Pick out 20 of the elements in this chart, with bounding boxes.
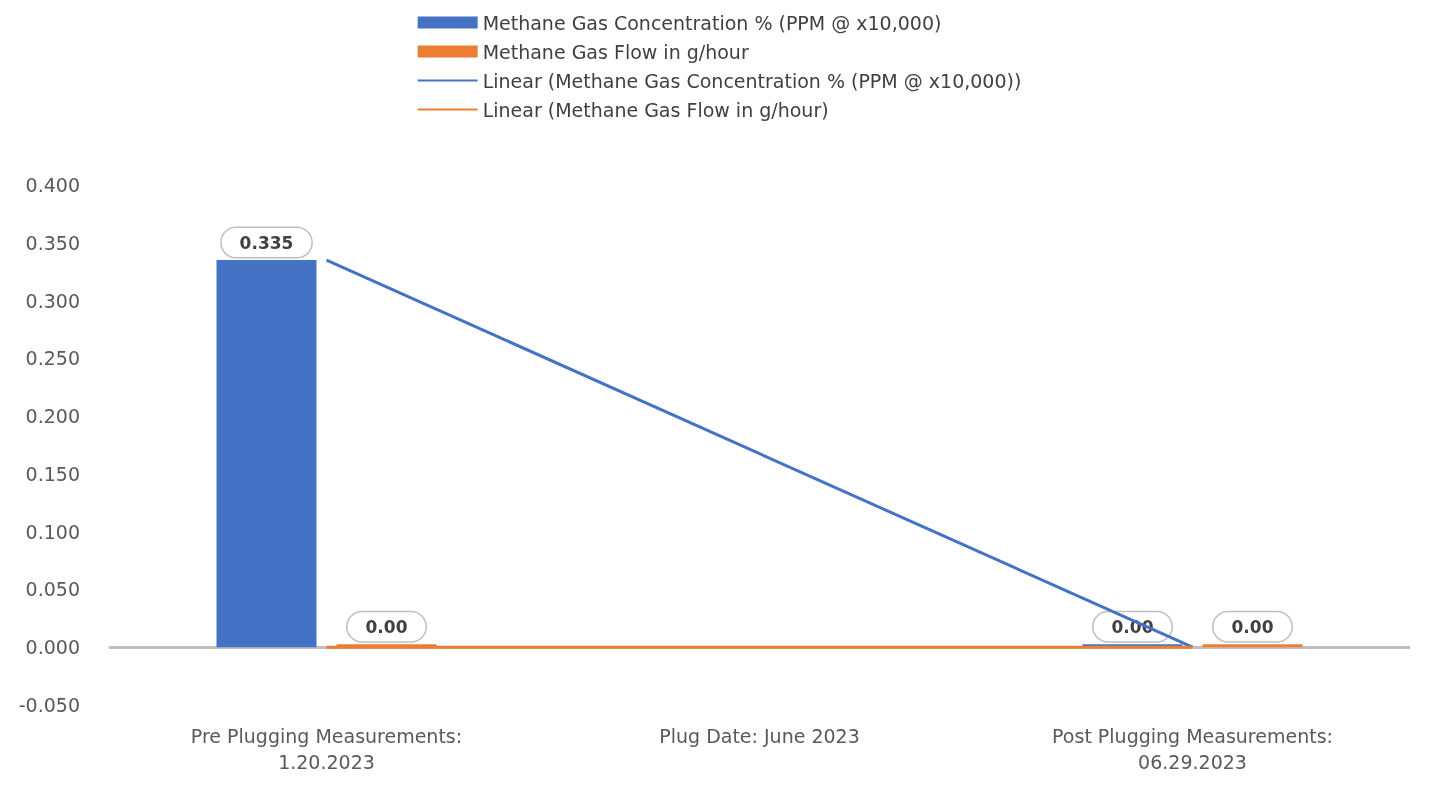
legend-label: Methane Gas Concentration % (PPM @ x10,000) [482, 11, 942, 34]
data-label: 0.00 [365, 616, 408, 637]
y-tick-label: 0.200 [25, 405, 80, 428]
legend-label: Linear (Methane Gas Concentration % (PPM @ x10,000)) [482, 69, 1022, 92]
legend-label: Linear (Methane Gas Flow in g/hour) [482, 98, 829, 121]
data-label: 0.00 [1231, 616, 1274, 637]
y-tick-label: 0.100 [25, 520, 80, 543]
y-tick-label: -0.050 [18, 694, 80, 716]
x-tick-label: Plug Date: June 2023 [659, 725, 860, 747]
y-tick-label: 0.050 [25, 578, 80, 601]
y-tick-label: 0.000 [25, 636, 80, 659]
y-tick-label: 0.300 [25, 289, 80, 312]
y-tick-label: 0.350 [25, 231, 80, 254]
y-tick-label: 0.250 [25, 347, 80, 370]
legend-label: Methane Gas Flow in g/hour [482, 40, 749, 63]
x-tick-label: Post Plugging Measurements: 06.29.2023 [1052, 725, 1333, 773]
x-tick-label: Pre Plugging Measurements: 1.20.2023 [190, 725, 463, 773]
y-tick-label: 0.400 [25, 174, 80, 196]
y-tick-label: 0.150 [25, 462, 80, 485]
data-label: 0.335 [239, 232, 294, 253]
